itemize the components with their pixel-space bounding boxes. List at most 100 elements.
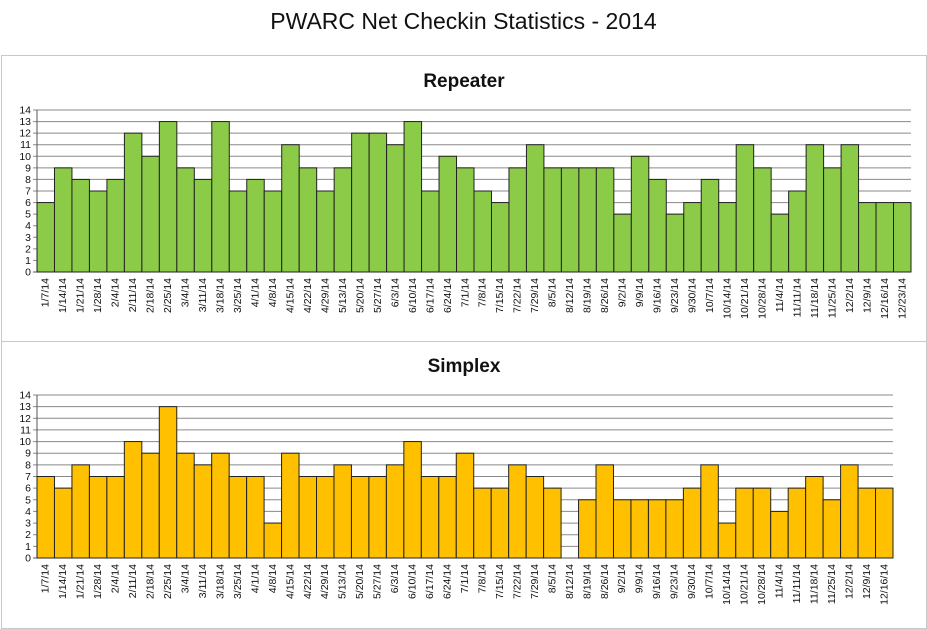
repeater-bar xyxy=(281,144,300,273)
simplex-x-tick-label: 2/25/14 xyxy=(162,564,174,599)
simplex-bar xyxy=(525,476,545,559)
simplex-bar xyxy=(298,476,318,559)
simplex-bar xyxy=(490,487,510,559)
simplex-bar xyxy=(193,464,213,559)
simplex-x-tick-label: 3/11/14 xyxy=(197,564,209,598)
repeater-x-tick-label: 10/28/14 xyxy=(756,278,768,319)
repeater-bar xyxy=(718,202,737,273)
repeater-bar xyxy=(473,190,492,273)
repeater-x-tick-label: 1/28/14 xyxy=(92,278,104,313)
simplex-x-tick-label: 3/25/14 xyxy=(232,564,244,599)
simplex-x-tick-label: 7/8/14 xyxy=(476,564,488,593)
repeater-bar xyxy=(36,202,55,273)
repeater-x-tick-label: 12/23/14 xyxy=(896,278,908,319)
repeater-y-tick-label: 11 xyxy=(20,139,31,151)
simplex-bar xyxy=(385,464,405,559)
repeater-x-tick-label: 3/25/14 xyxy=(232,278,244,313)
simplex-y-tick-label: 7 xyxy=(25,471,31,483)
simplex-x-tick-label: 9/30/14 xyxy=(686,564,698,599)
simplex-x-tick-label: 7/29/14 xyxy=(529,564,541,599)
repeater-y-tick-label: 1 xyxy=(25,255,31,267)
simplex-bar xyxy=(717,522,737,559)
simplex-x-tick-label: 11/25/14 xyxy=(826,564,838,604)
simplex-bar xyxy=(71,464,90,559)
simplex-bar xyxy=(333,464,352,559)
repeater-bar xyxy=(176,167,195,273)
simplex-bar xyxy=(665,499,684,559)
repeater-y-tick-label: 13 xyxy=(19,116,31,128)
simplex-bar xyxy=(158,406,178,559)
repeater-x-tick-label: 2/11/14 xyxy=(127,278,139,312)
simplex-x-tick-label: 5/20/14 xyxy=(354,564,366,599)
repeater-y-tick-label: 2 xyxy=(25,243,31,255)
simplex-bar xyxy=(805,476,824,559)
simplex-x-tick-label: 4/29/14 xyxy=(319,564,331,599)
repeater-bar xyxy=(368,132,388,273)
simplex-x-tick-label: 1/28/14 xyxy=(92,564,104,599)
simplex-x-tick-label: 12/16/14 xyxy=(878,564,890,605)
repeater-x-tick-label: 3/11/14 xyxy=(197,278,209,312)
simplex-y-tick-label: 2 xyxy=(25,529,31,541)
repeater-x-tick-label: 7/15/14 xyxy=(494,278,506,313)
simplex-bar xyxy=(700,464,719,559)
repeater-bar xyxy=(805,144,825,273)
simplex-bar xyxy=(350,476,370,559)
simplex-bar xyxy=(263,522,283,559)
repeater-bar xyxy=(613,213,632,273)
repeater-x-tick-label: 8/19/14 xyxy=(582,278,594,313)
repeater-x-tick-label: 8/12/14 xyxy=(564,278,576,313)
repeater-chart-panel: Repeater 0 1 2 3 4 5 6 7 8 9 10 11 12 13 14 1/7/14 1/14/1… xyxy=(1,55,927,342)
simplex-bar xyxy=(647,499,667,559)
simplex-y-tick-label: 3 xyxy=(25,518,31,530)
simplex-bar xyxy=(770,510,789,559)
repeater-x-tick-label: 7/29/14 xyxy=(529,278,541,313)
repeater-x-tick-label: 2/4/14 xyxy=(110,278,122,307)
repeater-bar xyxy=(630,155,650,273)
repeater-x-tick-label: 6/10/14 xyxy=(407,278,419,313)
repeater-y-tick-label: 12 xyxy=(19,128,31,140)
repeater-x-tick-label: 9/2/14 xyxy=(617,278,629,307)
simplex-chart-title: Simplex xyxy=(428,356,501,377)
repeater-bar xyxy=(158,121,178,273)
simplex-x-tick-label: 3/4/14 xyxy=(179,564,191,593)
repeater-x-tick-label: 4/29/14 xyxy=(319,278,331,313)
simplex-x-tick-label: 9/9/14 xyxy=(634,564,646,593)
repeater-y-tick-label: 0 xyxy=(25,267,31,279)
simplex-x-tick-label: 8/26/14 xyxy=(599,564,611,599)
simplex-bar xyxy=(281,452,300,559)
simplex-bar xyxy=(595,464,614,559)
simplex-y-tick-label: 14 xyxy=(19,390,31,402)
repeater-bar xyxy=(211,121,230,273)
simplex-x-tick-label: 10/21/14 xyxy=(739,564,751,605)
simplex-x-tick-label: 10/7/14 xyxy=(704,564,716,599)
simplex-x-tick-label: 8/12/14 xyxy=(564,564,576,599)
simplex-x-tick-label: 9/2/14 xyxy=(616,564,628,593)
simplex-chart-panel: Simplex 0 1 2 3 4 5 6 7 8 9 10 11 12 13 14 1/7/14 1/14/14… xyxy=(1,341,927,629)
repeater-x-tick-label: 11/25/14 xyxy=(826,278,838,318)
repeater-bar xyxy=(123,132,143,273)
repeater-bar xyxy=(193,178,213,273)
simplex-y-tick-label: 11 xyxy=(20,424,31,436)
simplex-bar xyxy=(420,476,440,559)
simplex-x-tick-label: 6/17/14 xyxy=(424,564,436,599)
simplex-y-tick-label: 8 xyxy=(25,459,31,471)
simplex-x-tick-label: 3/18/14 xyxy=(214,564,226,599)
repeater-bar xyxy=(508,167,527,273)
repeater-bar xyxy=(840,144,860,273)
repeater-x-tick-label: 4/1/14 xyxy=(250,278,262,307)
simplex-x-tick-label: 6/3/14 xyxy=(389,564,401,593)
repeater-bar xyxy=(316,190,335,273)
simplex-bar xyxy=(53,487,73,559)
simplex-x-tick-label: 1/7/14 xyxy=(40,564,52,593)
simplex-x-tick-label: 5/13/14 xyxy=(337,564,349,599)
repeater-x-tick-label: 7/8/14 xyxy=(477,278,489,307)
simplex-x-tick-label: 7/22/14 xyxy=(511,564,523,599)
repeater-bar xyxy=(683,202,702,273)
repeater-bar xyxy=(490,202,510,273)
simplex-x-tick-label: 10/28/14 xyxy=(756,564,768,605)
simplex-bar xyxy=(88,476,108,559)
simplex-bar xyxy=(403,441,422,559)
repeater-bar xyxy=(578,167,597,273)
